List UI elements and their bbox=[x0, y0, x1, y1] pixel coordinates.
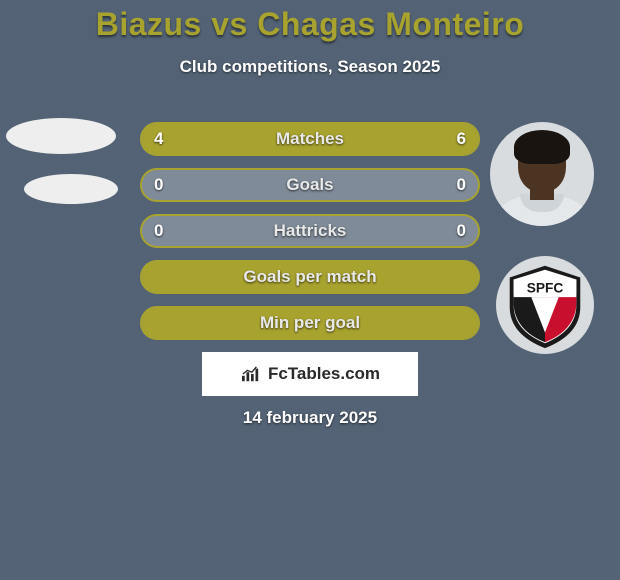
metric-label: Min per goal bbox=[140, 306, 480, 340]
page-subtitle: Club competitions, Season 2025 bbox=[0, 57, 620, 77]
metric-label: Hattricks bbox=[140, 214, 480, 248]
right-player-avatar bbox=[490, 122, 594, 226]
crest-svg: SPFC bbox=[496, 256, 594, 354]
brand-text: FcTables.com bbox=[268, 364, 380, 384]
comparison-row: 00Goals bbox=[140, 168, 480, 202]
brand-chart-icon bbox=[240, 365, 262, 383]
metric-label: Goals bbox=[140, 168, 480, 202]
comparison-row: 00Hattricks bbox=[140, 214, 480, 248]
comparison-row: 46Matches bbox=[140, 122, 480, 156]
right-player-club-crest: SPFC bbox=[496, 256, 594, 354]
left-player-club bbox=[24, 174, 118, 204]
page-title: Biazus vs Chagas Monteiro bbox=[0, 0, 620, 43]
metric-label: Goals per match bbox=[140, 260, 480, 294]
comparison-row: Min per goal bbox=[140, 306, 480, 340]
crest-letters: SPFC bbox=[527, 280, 564, 295]
left-player-avatar bbox=[6, 118, 116, 154]
avatar-hair bbox=[514, 130, 570, 164]
footer-date: 14 february 2025 bbox=[0, 408, 620, 428]
comparison-chart: 46Matches 00Goals 00Hattricks Goals per mat… bbox=[140, 122, 480, 352]
comparison-row: Goals per match bbox=[140, 260, 480, 294]
metric-label: Matches bbox=[140, 122, 480, 156]
brand-box: FcTables.com bbox=[202, 352, 418, 396]
